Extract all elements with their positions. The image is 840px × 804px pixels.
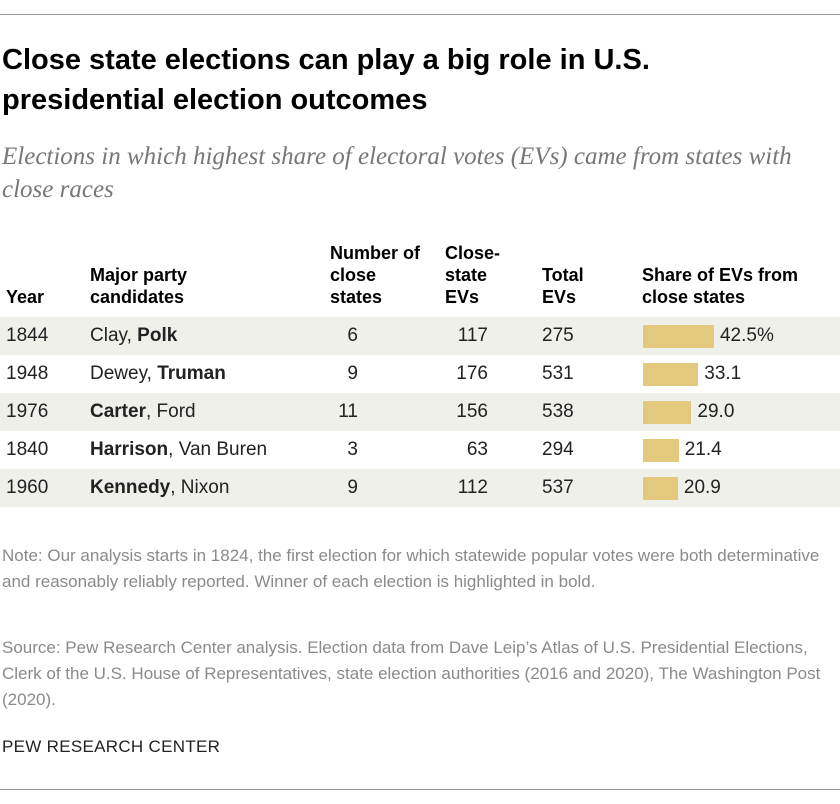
bar <box>643 477 678 500</box>
bottom-rule <box>0 789 840 790</box>
candidates: Kennedy, Nixon <box>90 469 229 507</box>
candidates: Clay, Polk <box>90 317 177 355</box>
year: 1976 <box>6 401 49 422</box>
candidate: Truman <box>157 363 226 384</box>
candidate: Polk <box>137 325 178 346</box>
share-label: 33.1 <box>704 363 742 384</box>
column-header: Close-state EVs <box>445 243 501 307</box>
share-label: 21.4 <box>684 439 722 460</box>
column-header: Number of close states <box>330 243 420 307</box>
subtitle: Elections in which highest share of elec… <box>2 143 792 203</box>
top-rule <box>0 14 840 15</box>
total-evs: 531 <box>542 363 574 384</box>
column-header: Year <box>6 287 45 307</box>
close-evs: 117 <box>457 325 488 346</box>
candidate: Kennedy <box>90 477 171 498</box>
bar <box>643 401 692 424</box>
candidate: , Van Buren <box>168 439 268 460</box>
column-header: Major party candidates <box>90 265 188 307</box>
close-evs: 176 <box>456 363 488 384</box>
table-row: 1976 Carter, Ford 11 156 538 29.0 <box>0 393 840 431</box>
close-states: 3 <box>347 439 358 460</box>
close-evs: 156 <box>456 401 488 422</box>
candidates: Dewey, Truman <box>90 355 226 393</box>
close-evs: 112 <box>457 477 488 498</box>
bar <box>643 439 679 462</box>
column-header: Share of EVs from close states <box>642 265 799 307</box>
year: 1948 <box>6 363 49 384</box>
candidate: Clay, <box>90 325 138 346</box>
candidate: , Nixon <box>170 477 230 498</box>
footer: PEW RESEARCH CENTER <box>2 737 221 756</box>
year: 1960 <box>6 477 49 498</box>
bar <box>643 363 699 386</box>
table-row: 1948 Dewey, Truman 9 176 531 33.1 <box>0 355 840 393</box>
table-row: 1840 Harrison, Van Buren 3 63 294 21.4 <box>0 431 840 469</box>
close-evs: 63 <box>466 439 488 460</box>
table-row: 1844 Clay, Polk 6 117 275 42.5% <box>0 317 840 355</box>
source: Source: Pew Research Center analysis. El… <box>2 638 821 709</box>
candidates: Harrison, Van Buren <box>90 431 267 469</box>
share-label: 42.5% <box>719 325 774 346</box>
year: 1844 <box>6 325 49 346</box>
close-states: 9 <box>347 363 358 384</box>
total-evs: 537 <box>542 477 574 498</box>
column-header: Total EVs <box>542 265 584 307</box>
total-evs: 294 <box>542 439 574 460</box>
table-row: 1960 Kennedy, Nixon 9 112 537 20.9 <box>0 469 840 507</box>
share-label: 29.0 <box>697 401 735 422</box>
total-evs: 275 <box>542 325 574 346</box>
year: 1840 <box>6 439 49 460</box>
candidate: Harrison <box>90 439 169 460</box>
candidate: , Ford <box>145 401 196 422</box>
candidate: Carter <box>90 401 146 422</box>
note: Note: Our analysis starts in 1824, the f… <box>2 546 820 591</box>
title: Close state elections can play a big rol… <box>2 44 650 116</box>
close-states: 11 <box>338 401 358 422</box>
total-evs: 538 <box>542 401 574 422</box>
candidates: Carter, Ford <box>90 393 196 431</box>
candidate: Dewey, <box>90 363 158 384</box>
table-body: 1844 Clay, Polk 6 117 275 42.5% 1948 Dewey, Tru… <box>0 317 840 507</box>
share-label: 20.9 <box>683 477 721 498</box>
bar <box>643 325 714 348</box>
close-states: 9 <box>347 477 358 498</box>
close-states: 6 <box>347 325 358 346</box>
